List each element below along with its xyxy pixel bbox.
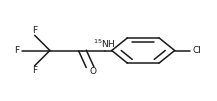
Text: O: O bbox=[89, 67, 96, 76]
Text: F: F bbox=[14, 46, 20, 55]
Text: Cl: Cl bbox=[192, 46, 201, 55]
Text: $^{15}$NH: $^{15}$NH bbox=[93, 38, 115, 50]
Text: F: F bbox=[32, 66, 37, 75]
Text: F: F bbox=[32, 26, 37, 35]
